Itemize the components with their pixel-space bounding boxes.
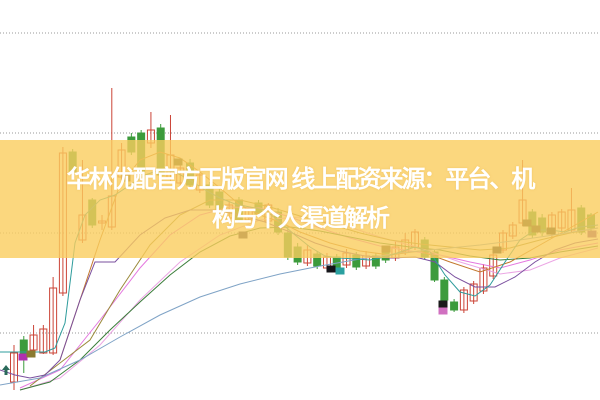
signal-marker xyxy=(326,265,336,273)
signal-arrow xyxy=(2,365,10,375)
candle-body xyxy=(49,287,58,354)
candle-body xyxy=(39,328,48,354)
candle-body xyxy=(479,267,488,292)
candle-body xyxy=(469,283,478,302)
signal-marker xyxy=(438,307,448,315)
watermark-band: 华林优配官方正版官网 线上配资来源：平台、机 构与个人渠道解析 xyxy=(0,140,600,258)
signal-marker xyxy=(26,350,36,358)
candle-body xyxy=(459,289,468,311)
signal-marker xyxy=(18,353,28,361)
candle-body xyxy=(450,301,459,311)
candle-body xyxy=(29,334,38,351)
watermark-text-line1: 华林优配官方正版官网 线上配资来源：平台、机 xyxy=(66,166,536,193)
signal-marker xyxy=(335,267,345,275)
signal-marker xyxy=(438,300,448,308)
candle-body xyxy=(10,352,18,383)
candle-body xyxy=(440,279,449,301)
watermark-text-line2: 构与个人渠道解析 xyxy=(212,205,390,232)
